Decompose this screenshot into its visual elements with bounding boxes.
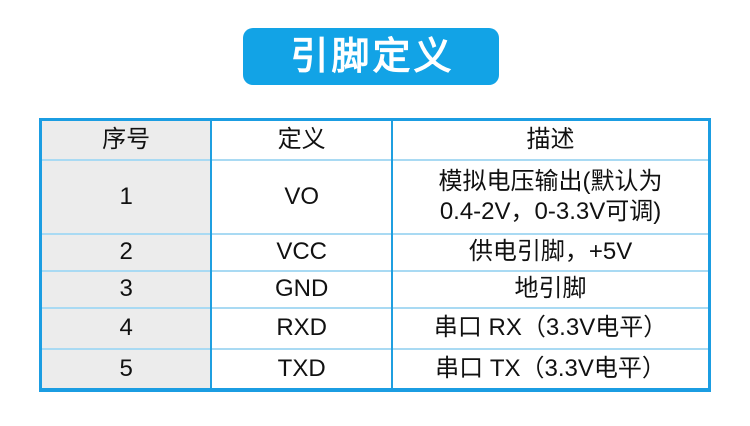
cell-pin-description: 供电引脚，+5V	[391, 232, 710, 271]
title-banner: 引脚定义	[243, 28, 499, 85]
cell-pin-definition: TXD	[210, 347, 393, 390]
cell-pin-number: 4	[40, 306, 212, 349]
cell-pin-description: 串口 RX（3.3V电平）	[391, 306, 710, 349]
cell-pin-definition: RXD	[210, 306, 393, 349]
cell-pin-description: 地引脚	[391, 269, 710, 308]
page-title: 引脚定义	[290, 35, 455, 78]
table-row: 5 TXD 串口 TX（3.3V电平）	[40, 347, 710, 390]
table-row: 2 VCC 供电引脚，+5V	[40, 232, 710, 271]
header-number: 序号	[40, 119, 212, 160]
table-row: 4 RXD 串口 RX（3.3V电平）	[40, 306, 710, 349]
table-header-row: 序号 定义 描述	[40, 119, 710, 160]
header-definition: 定义	[210, 119, 393, 160]
table-row: 1 VO 模拟电压输出(默认为 0.4-2V，0-3.3V可调)	[40, 158, 710, 234]
cell-pin-number: 1	[40, 158, 212, 234]
pin-definition-table: 序号 定义 描述 1 VO 模拟电压输出(默认为 0.4-2V，0-3.3V可调…	[39, 118, 711, 392]
cell-pin-number: 2	[40, 232, 212, 271]
cell-pin-description: 串口 TX（3.3V电平）	[391, 347, 710, 390]
cell-pin-number: 3	[40, 269, 212, 308]
cell-pin-number: 5	[40, 347, 212, 390]
cell-pin-description: 模拟电压输出(默认为 0.4-2V，0-3.3V可调)	[391, 158, 710, 234]
table-row: 3 GND 地引脚	[40, 269, 710, 308]
cell-pin-definition: GND	[210, 269, 393, 308]
header-description: 描述	[391, 119, 710, 160]
cell-pin-definition: VO	[210, 158, 393, 234]
cell-pin-definition: VCC	[210, 232, 393, 271]
